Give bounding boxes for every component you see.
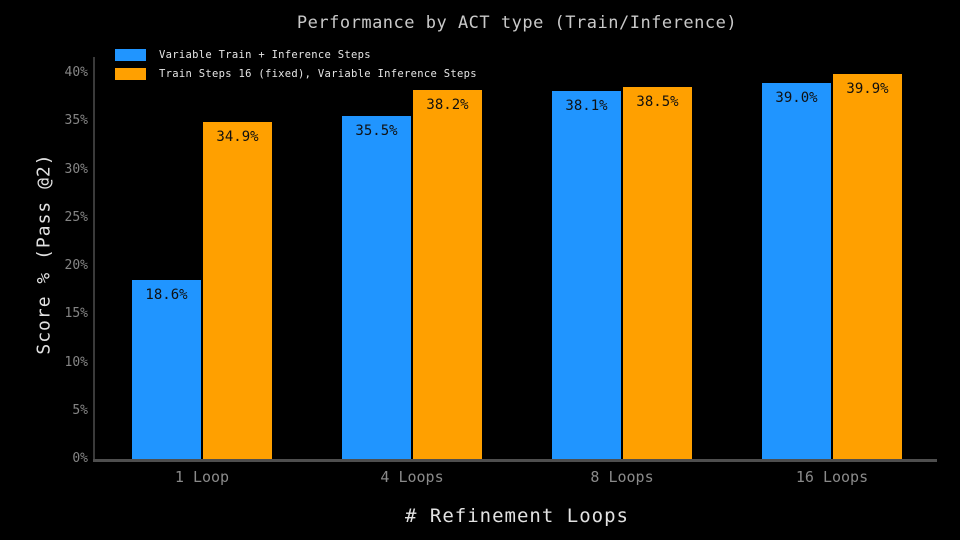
x-tick-label: 4 Loops — [380, 468, 444, 486]
bar-value-label: 34.9% — [216, 129, 259, 146]
bar: 38.5% — [623, 87, 692, 459]
x-axis-line — [93, 459, 937, 462]
y-tick-label: 35% — [64, 113, 88, 129]
y-axis-line — [93, 57, 95, 461]
y-tick-label: 10% — [64, 354, 88, 370]
legend: Variable Train + Inference Steps Train S… — [115, 45, 477, 83]
y-tick-label: 40% — [64, 65, 88, 80]
x-tick-label: 16 Loops — [795, 468, 869, 486]
y-tick-label: 25% — [64, 209, 88, 225]
bar-value-label: 38.2% — [426, 97, 469, 114]
y-tick-label: 20% — [64, 258, 88, 273]
bar-value-label: 39.0% — [775, 89, 818, 106]
bar: 38.1% — [552, 91, 621, 459]
legend-item: Variable Train + Inference Steps — [115, 45, 477, 64]
legend-item: Train Steps 16 (fixed), Variable Inferen… — [115, 64, 477, 83]
y-tick-label: 15% — [64, 306, 88, 322]
x-tick-label: 8 Loops — [590, 468, 654, 486]
bar: 39.0% — [762, 82, 831, 459]
bar: 38.2% — [413, 90, 482, 459]
bar-value-label: 39.9% — [846, 80, 889, 97]
y-tick-label: 0% — [72, 451, 88, 466]
bar-value-label: 35.5% — [355, 123, 398, 140]
x-axis-label: # Refinement Loops — [405, 505, 629, 527]
legend-swatch-orange — [115, 67, 146, 80]
bar: 35.5% — [342, 116, 411, 459]
bar: 18.6% — [132, 279, 201, 459]
bar: 34.9% — [203, 122, 272, 459]
x-tick-label: 1 Loop — [174, 468, 230, 486]
legend-label: Train Steps 16 (fixed), Variable Inferen… — [159, 67, 477, 80]
bar-value-label: 38.5% — [636, 94, 679, 111]
legend-label: Variable Train + Inference Steps — [159, 48, 371, 61]
legend-swatch-blue — [115, 48, 146, 61]
y-axis-label: Score % (Pass @2) — [33, 153, 55, 355]
bar: 39.9% — [833, 73, 902, 459]
chart-title: Performance by ACT type (Train/Inference… — [296, 13, 738, 33]
y-tick-label: 30% — [64, 161, 88, 177]
bar-value-label: 18.6% — [145, 286, 188, 303]
bar-value-label: 38.1% — [565, 98, 608, 115]
y-tick-label: 5% — [72, 402, 88, 418]
